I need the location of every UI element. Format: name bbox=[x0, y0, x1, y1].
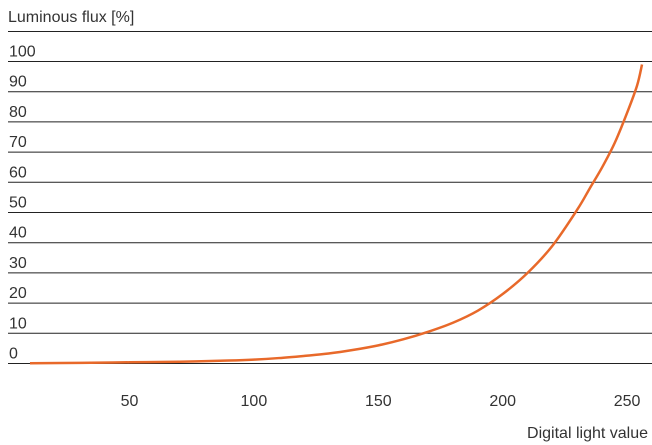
y-axis-label: Luminous flux [%] bbox=[8, 9, 134, 26]
x-axis-label: Digital light value bbox=[527, 425, 648, 442]
x-tick-label: 200 bbox=[489, 393, 516, 410]
x-tick-label: 50 bbox=[121, 393, 139, 410]
gridlines bbox=[8, 31, 652, 364]
y-tick-label: 0 bbox=[9, 346, 18, 363]
y-tick-label: 70 bbox=[9, 134, 27, 151]
y-tick-label: 100 bbox=[9, 44, 36, 61]
y-tick-label: 10 bbox=[9, 315, 27, 332]
series-line-0 bbox=[29, 64, 644, 365]
x-tick-label: 150 bbox=[365, 393, 392, 410]
y-tick-label: 80 bbox=[9, 104, 27, 121]
series-layer bbox=[29, 64, 644, 365]
y-tick-label: 40 bbox=[9, 225, 27, 242]
y-tick-label: 50 bbox=[9, 195, 27, 212]
y-tick-label: 20 bbox=[9, 285, 27, 302]
y-tick-label: 30 bbox=[9, 255, 27, 272]
y-tick-label: 90 bbox=[9, 74, 27, 91]
x-tick-label: 250 bbox=[614, 393, 641, 410]
x-tick-label: 100 bbox=[241, 393, 268, 410]
x-tick-labels: 50 100 150 200 250 bbox=[121, 393, 641, 410]
y-tick-labels: 0 10 20 30 40 50 60 70 80 90 100 bbox=[9, 44, 36, 363]
y-tick-label: 60 bbox=[9, 164, 27, 181]
